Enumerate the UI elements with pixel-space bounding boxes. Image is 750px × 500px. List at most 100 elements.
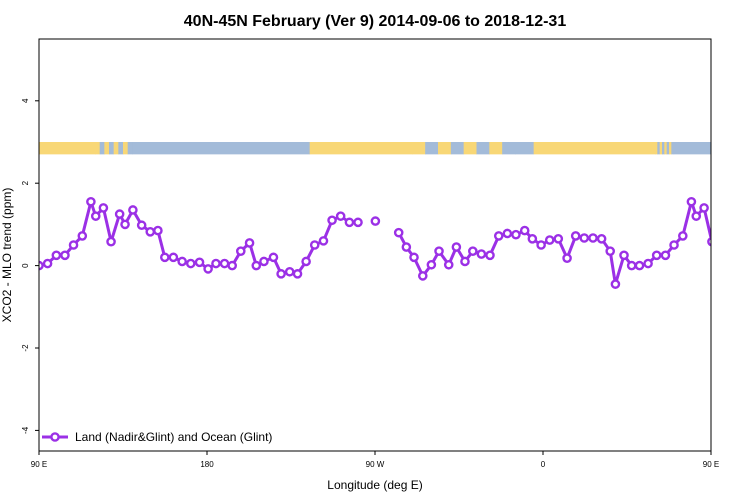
data-point-7: [90, 211, 101, 221]
land-ocean-strip-segment-8: [673, 142, 711, 155]
y-tick-label: 4: [21, 98, 30, 103]
land-ocean-strip-segment-4-5: [476, 142, 490, 155]
land-ocean-strip-segment-0: [39, 142, 96, 155]
land-ocean-strip-segment-7-3: [662, 142, 665, 155]
data-point-17: [168, 252, 179, 263]
data-point-73: [660, 250, 671, 261]
land-ocean-strip-segment-7-5: [666, 142, 670, 155]
land-ocean-strip-segment-7-0: [655, 142, 658, 155]
data-point-51: [476, 249, 487, 259]
data-point-47: [443, 259, 454, 270]
data-point-33: [301, 256, 311, 267]
y-tick-label: 2: [21, 180, 30, 185]
data-point-45: [426, 259, 437, 270]
y-axis-label: XCO2 - MLO trend (ppm): [0, 188, 14, 323]
data-point-19: [185, 258, 196, 269]
data-point-64: [588, 233, 598, 243]
data-point-44: [417, 271, 428, 281]
data-point-56: [519, 225, 530, 236]
chart-title: 40N-45N February (Ver 9) 2014-09-06 to 2…: [184, 13, 567, 30]
land-ocean-strip-segment-6: [533, 142, 656, 155]
land-ocean-strip-segment-1-6: [123, 142, 129, 155]
data-point-41: [393, 227, 404, 238]
data-point-31: [284, 266, 295, 277]
x-tick-label: 180: [200, 460, 214, 469]
data-point-79: [707, 236, 711, 247]
data-point-27: [251, 260, 262, 271]
x-tick-label: 90 E: [31, 460, 47, 469]
data-point-14: [145, 227, 156, 237]
legend-marker: [50, 432, 60, 442]
data-point-6: [86, 196, 96, 207]
land-ocean-strip-segment-7-4: [664, 142, 668, 155]
land-ocean-strip-segment-4-7: [502, 142, 516, 155]
data-point-66: [605, 246, 616, 256]
data-point-12: [128, 205, 138, 215]
plot-content: [39, 142, 724, 289]
land-ocean-strip-segment-3: [309, 142, 413, 155]
land-ocean-strip-segment-1-5: [118, 142, 124, 155]
land-ocean-strip-segment-4-6: [489, 142, 503, 155]
land-ocean-strip-segment-4-4: [463, 142, 477, 155]
data-point-29: [268, 252, 279, 263]
data-point-50: [468, 246, 478, 256]
data-point-70: [634, 260, 645, 271]
data-point-61: [562, 253, 572, 263]
data-point-37: [335, 211, 346, 221]
data-point-16: [160, 252, 170, 263]
data-point-22: [211, 258, 221, 269]
data-point-57: [527, 234, 538, 244]
data-point-40: [370, 216, 381, 226]
data-point-60: [553, 234, 564, 244]
data-point-13: [136, 220, 147, 231]
data-point-2: [51, 250, 62, 261]
land-ocean-strip-segment-7-6: [669, 142, 672, 155]
data-point-78: [699, 203, 709, 213]
plot-frame: [38, 38, 712, 452]
land-ocean-strip-segment-1-0: [95, 142, 101, 155]
data-point-34: [309, 240, 320, 250]
data-point-62: [570, 231, 581, 241]
land-ocean-strip-segment-4-0: [412, 142, 426, 155]
data-point-38: [344, 217, 355, 228]
data-point-26: [244, 238, 255, 248]
data-point-3: [60, 250, 70, 261]
land-ocean-strip-segment-4-3: [450, 142, 465, 155]
data-point-69: [626, 260, 637, 271]
data-point-24: [227, 260, 237, 271]
x-tick-label: 0: [541, 460, 546, 469]
data-point-72: [651, 250, 662, 261]
land-ocean-strip-segment-4-2: [438, 142, 452, 155]
x-axis-label: Longitude (deg E): [327, 478, 422, 492]
data-point-35: [318, 236, 329, 246]
data-point-15: [153, 225, 163, 236]
data-point-48: [451, 242, 462, 252]
data-point-55: [511, 229, 521, 240]
data-point-59: [544, 235, 555, 245]
land-ocean-strip-segment-1-2: [104, 142, 110, 155]
land-ocean-strip-segment-4-1: [425, 142, 439, 155]
land-ocean-strip-segment-1-7: [127, 142, 133, 155]
data-point-75: [678, 231, 688, 241]
data-point-76: [686, 196, 697, 207]
land-ocean-strip-segment-2: [132, 142, 311, 155]
data-point-39: [353, 217, 363, 228]
data-point-58: [536, 240, 546, 250]
data-point-20: [194, 257, 205, 268]
land-ocean-strip-segment-5: [515, 142, 535, 155]
data-point-11: [120, 219, 130, 230]
land-ocean-strip-segment-1-1: [99, 142, 105, 155]
data-point-65: [596, 234, 607, 244]
data-point-42: [401, 242, 412, 252]
y-tick-label: 0: [21, 263, 30, 268]
data-point-77: [691, 211, 702, 221]
series-line-0-2: [397, 200, 711, 286]
land-ocean-strip-segment-1-3: [109, 142, 115, 155]
data-point-5: [77, 231, 88, 241]
y-tick-label: -4: [21, 426, 30, 434]
data-point-10: [114, 209, 125, 219]
data-point-80: [717, 213, 724, 220]
data-point-8: [98, 203, 109, 213]
data-point-28: [259, 256, 269, 267]
